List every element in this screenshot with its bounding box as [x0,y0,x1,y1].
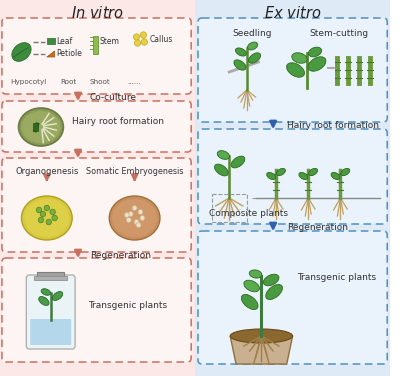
Ellipse shape [52,291,63,300]
Ellipse shape [263,274,279,286]
Circle shape [44,205,50,211]
Ellipse shape [286,63,304,77]
Text: Transgenic plants: Transgenic plants [88,300,167,309]
Bar [47,38,55,44]
Ellipse shape [22,111,60,143]
Bar [37,272,64,279]
FancyBboxPatch shape [198,18,387,122]
Ellipse shape [292,53,307,63]
FancyBboxPatch shape [198,231,387,364]
Circle shape [132,206,137,211]
Ellipse shape [341,168,350,176]
FancyBboxPatch shape [26,275,75,349]
Ellipse shape [109,196,160,240]
Bar [33,123,38,131]
Ellipse shape [24,199,69,237]
Circle shape [134,40,141,46]
Ellipse shape [18,108,63,146]
FancyBboxPatch shape [2,101,191,152]
FancyBboxPatch shape [2,158,191,252]
FancyBboxPatch shape [2,18,191,94]
Text: Somatic Embryogenesis: Somatic Embryogenesis [86,167,183,176]
Text: Composite plants: Composite plants [209,209,288,217]
Circle shape [128,211,133,217]
Ellipse shape [22,196,72,240]
Ellipse shape [41,289,50,295]
Text: Stem: Stem [100,36,119,45]
Circle shape [138,209,143,214]
Text: Hairy root formation: Hairy root formation [72,117,164,126]
Ellipse shape [214,164,228,176]
Polygon shape [47,51,55,57]
Ellipse shape [331,172,340,180]
Circle shape [141,39,148,45]
Text: Organogenesis: Organogenesis [15,167,78,176]
FancyBboxPatch shape [198,129,387,224]
Bar [33,122,40,133]
Circle shape [126,217,131,223]
Circle shape [38,217,44,223]
FancyBboxPatch shape [2,258,191,362]
Ellipse shape [230,329,293,343]
Ellipse shape [266,285,282,300]
Ellipse shape [236,48,246,56]
Ellipse shape [12,42,31,61]
Text: Root: Root [60,79,77,85]
Circle shape [134,220,139,224]
Circle shape [52,215,57,221]
Text: Regeneration: Regeneration [90,252,151,261]
Circle shape [40,211,46,217]
Text: Leaf: Leaf [56,36,73,45]
Ellipse shape [244,280,260,292]
Ellipse shape [308,47,322,57]
Circle shape [46,219,52,225]
Bar [212,194,247,222]
Ellipse shape [217,151,230,159]
Text: Seedling: Seedling [232,29,271,38]
Text: Hairy root formation: Hairy root formation [287,121,379,130]
Ellipse shape [309,168,318,176]
Text: Shoot: Shoot [90,79,110,85]
Ellipse shape [249,270,262,278]
Text: Stem-cutting: Stem-cutting [310,29,369,38]
Text: Co-culture: Co-culture [90,94,137,103]
Circle shape [124,212,129,217]
Circle shape [36,207,42,213]
Text: ......: ...... [127,79,140,85]
Ellipse shape [234,60,246,70]
Text: Hypocotyl: Hypocotyl [10,79,46,85]
Ellipse shape [299,172,308,180]
Ellipse shape [231,156,245,168]
Circle shape [136,223,141,227]
Ellipse shape [267,172,276,180]
Circle shape [134,34,140,40]
Bar [0,0,195,376]
FancyBboxPatch shape [30,319,71,345]
Ellipse shape [248,53,260,63]
Ellipse shape [112,199,157,237]
Bar [195,0,390,376]
Ellipse shape [308,57,326,71]
Ellipse shape [241,294,258,309]
Ellipse shape [248,42,258,50]
Ellipse shape [39,297,49,305]
Text: $\it{In\ vitro}$: $\it{In\ vitro}$ [71,5,124,21]
Text: Regeneration: Regeneration [287,223,348,232]
Text: Transgenic plants: Transgenic plants [298,273,377,282]
Polygon shape [230,336,293,364]
Circle shape [140,32,146,38]
Bar [93,36,98,54]
Circle shape [50,209,56,215]
Text: $\it{Ex\ vitro}$: $\it{Ex\ vitro}$ [264,5,321,21]
Ellipse shape [276,168,285,176]
Circle shape [140,215,145,220]
Text: Petiole: Petiole [56,50,82,59]
Text: Callus: Callus [149,35,173,44]
Bar [34,276,67,280]
